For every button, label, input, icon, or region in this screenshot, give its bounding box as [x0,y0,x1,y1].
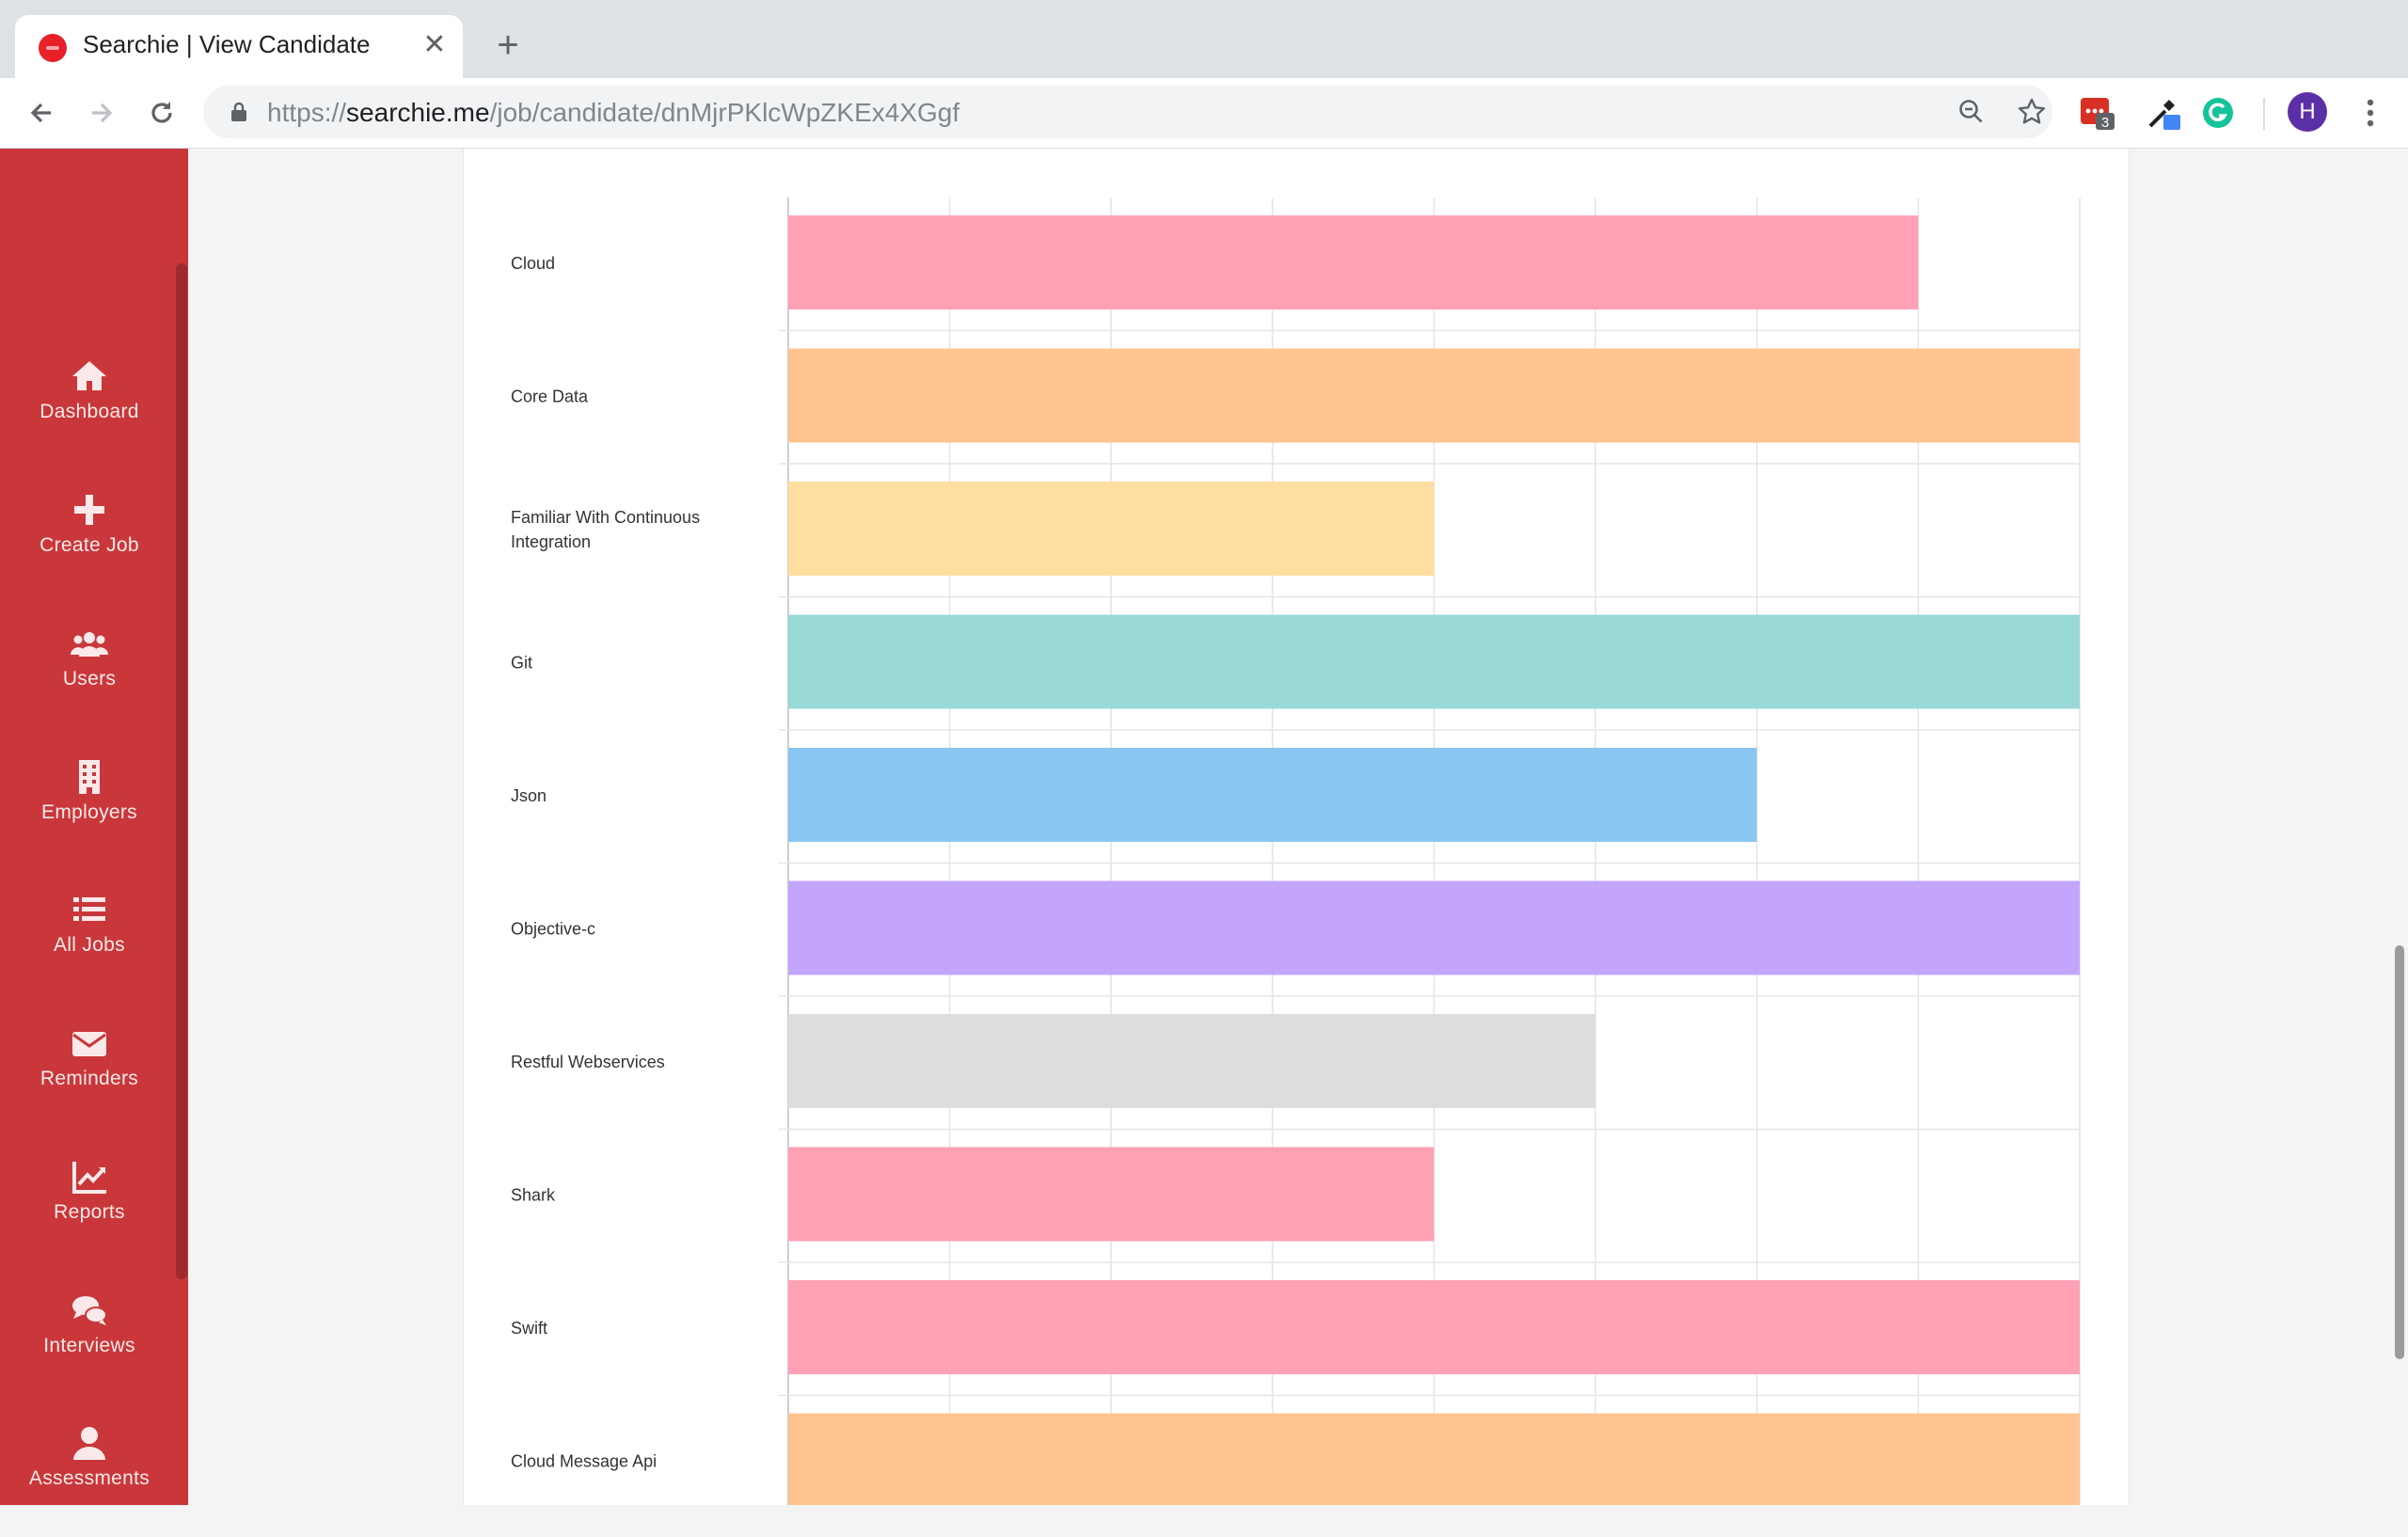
chart-bar[interactable] [788,1280,2080,1374]
chart-line-icon [72,1162,106,1194]
sidebar-item-reminders[interactable]: Reminders [0,1024,179,1137]
sidebar-item-assessments[interactable]: Assessments [0,1424,179,1537]
chart-bar[interactable] [788,1147,1434,1242]
sidebar-item-label: Dashboard [40,401,139,422]
sidebar-item-users[interactable]: Users [0,625,179,737]
chart-category-label: Core Data [511,388,589,406]
kebab-menu-icon[interactable] [2352,94,2389,132]
extension-badge: 3 [2101,115,2109,131]
sidebar-item-label: Interviews [43,1335,135,1356]
color-picker-extension-icon[interactable] [2145,94,2182,132]
sidebar-item-all-jobs[interactable]: All Jobs [0,891,179,1004]
reload-icon[interactable] [143,94,181,132]
chart-category-label: Json [511,786,547,805]
sidebar-item-label: Create Job [40,534,139,556]
sidebar-item-label: Assessments [28,1467,150,1489]
list-icon [73,897,105,921]
sidebar-item-label: Employers [41,801,137,823]
tab-title: Searchie | View Candidate [83,30,371,58]
chart-bar[interactable] [788,880,2080,975]
browser-tab-strip: Searchie | View Candidate ✕ + [0,0,2408,78]
address-bar[interactable]: https://searchie.me/job/candidate/dnMjrP… [203,86,2052,138]
searchie-favicon-icon [39,34,67,62]
sidebar-item-employers[interactable]: Employers [0,758,179,871]
chart-bar[interactable] [788,348,2080,443]
sidebar-item-reports[interactable]: Reports [0,1158,179,1271]
home-icon [72,361,106,390]
back-arrow-icon[interactable] [23,94,60,132]
chart-category-label: Cloud [511,254,555,273]
chart-category-label: Cloud Message Api [511,1452,657,1471]
comments-icon [72,1296,107,1325]
chart-category-label: Git [511,654,532,673]
skills-bar-chart: Cloud Core Data Familiar With Continuous In… [511,198,2081,1506]
url-text[interactable]: https://searchie.me/job/candidate/dnMjrP… [267,98,960,127]
bookmark-star-icon[interactable] [2017,97,2047,127]
sidebar-item-label: All Jobs [54,934,125,956]
chart-category-label: Shark [511,1186,556,1205]
chart-bar[interactable] [788,215,1919,309]
chart-bar[interactable] [788,482,1434,576]
users-icon [71,632,108,657]
forward-arrow-icon[interactable] [83,94,120,132]
sidebar-item-label: Reminders [40,1068,139,1089]
chart-bar[interactable] [788,1014,1596,1108]
sidebar-item-label: Users [62,668,117,689]
chart-bar[interactable] [788,748,1757,842]
lock-icon[interactable] [228,101,250,123]
building-icon [79,760,100,794]
close-tab-icon[interactable]: ✕ [422,29,447,60]
browser-toolbar: https://searchie.me/job/candidate/dnMjrP… [0,78,2408,149]
chart-category-label: Objective-c [511,920,595,939]
sidebar-item-dashboard[interactable]: Dashboard [0,357,179,470]
profile-avatar[interactable]: H [2288,92,2327,132]
sidebar-item-create-job[interactable]: Create Job [0,491,179,604]
extension-calendar-icon[interactable]: 3 [2079,94,2116,132]
chart-category-label: Restful Webservices [511,1053,665,1071]
chart-bar[interactable] [788,614,2080,709]
toolbar-divider [2263,98,2265,130]
user-icon [73,1427,105,1460]
sidebar-item-interviews[interactable]: Interviews [0,1291,179,1404]
chart-category-label: Familiar With Continuous Integration [511,508,700,551]
sidebar: Dashboard Create Job Users Employers [0,149,188,1505]
new-tab-button[interactable]: + [497,24,519,66]
zoom-out-icon[interactable] [1956,97,1987,127]
page-scrollbar[interactable] [2395,945,2404,1359]
sidebar-item-label: Reports [54,1201,125,1223]
grammarly-icon[interactable] [2199,94,2237,132]
envelope-icon [72,1032,106,1056]
candidate-skills-card: Cloud Core Data Familiar With Continuous In… [463,149,2130,1505]
browser-tab[interactable]: Searchie | View Candidate ✕ [15,15,463,78]
chart-category-label: Swift [511,1319,547,1338]
chart-bar[interactable] [788,1413,2080,1506]
plus-icon [74,495,104,525]
sidebar-scrollbar[interactable] [176,263,187,1279]
